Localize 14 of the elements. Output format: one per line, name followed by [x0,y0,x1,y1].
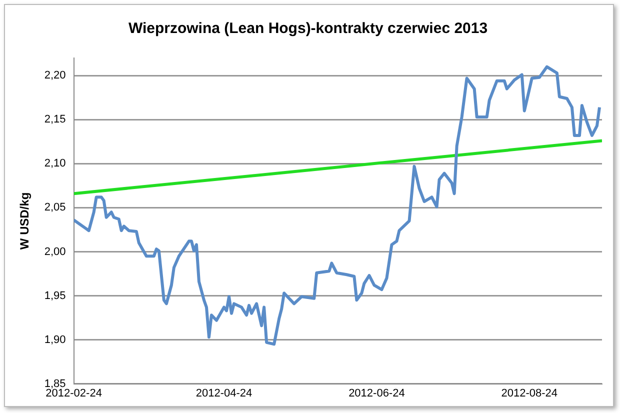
y-tick-label: 2,00 [44,246,66,258]
y-tick-label: 2,10 [44,158,66,170]
y-tick-label: 1,95 [44,290,66,302]
chart-title: Wieprzowina (Lean Hogs)-kontrakty czerwiec 2013 [128,20,488,38]
y-tick-label: 2,20 [44,70,66,82]
y-tick-label: 1,85 [44,378,66,390]
y-tick-label: 2,15 [44,114,66,126]
x-tick-label: 2012-02-24 [46,387,102,400]
y-tick-label: 1,90 [44,334,66,346]
x-tick-label: 2012-04-24 [196,387,252,400]
x-tick-label: 2012-06-24 [348,387,405,400]
x-tick-label: 2012-08-24 [501,387,558,400]
y-tick-label: 2,05 [44,202,66,214]
y-axis-title: W USD/kg [18,192,32,250]
